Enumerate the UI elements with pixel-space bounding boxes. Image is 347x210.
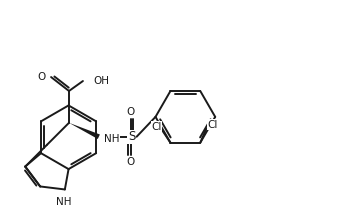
Text: O: O — [127, 157, 135, 167]
Text: O: O — [38, 72, 46, 82]
Polygon shape — [69, 123, 100, 139]
Text: Cl: Cl — [151, 122, 162, 132]
Text: S: S — [128, 130, 135, 143]
Text: NH: NH — [56, 197, 71, 207]
Text: NH: NH — [104, 134, 119, 144]
Text: OH: OH — [94, 76, 110, 86]
Text: O: O — [127, 107, 135, 117]
Text: Cl: Cl — [207, 120, 218, 130]
